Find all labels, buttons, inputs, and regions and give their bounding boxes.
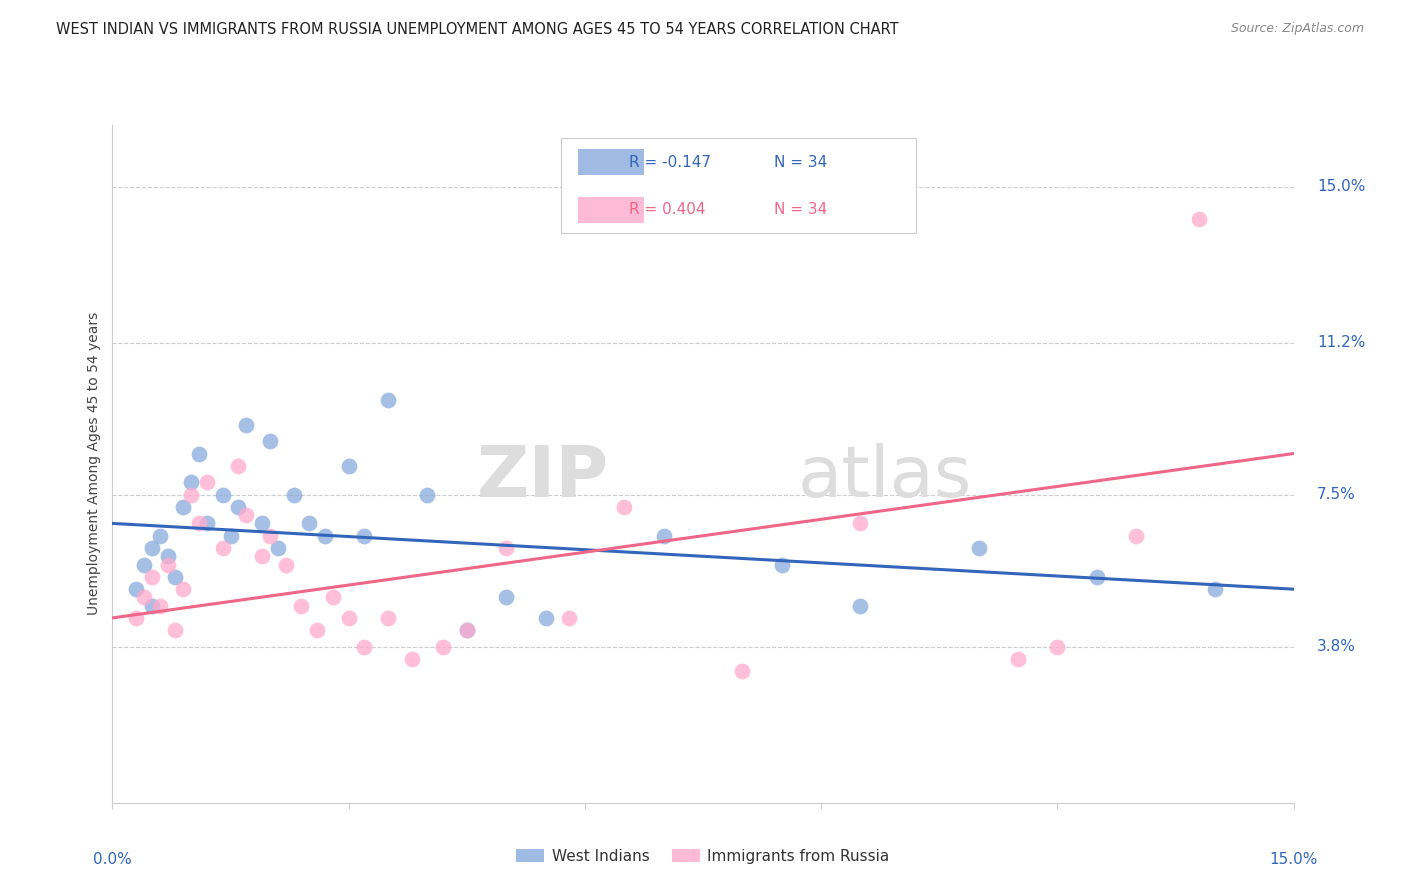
Text: N = 34: N = 34 xyxy=(773,202,827,217)
Point xyxy=(228,458,250,473)
Legend: West Indians, Immigrants from Russia: West Indians, Immigrants from Russia xyxy=(510,842,896,870)
Point xyxy=(125,582,148,596)
Point xyxy=(298,516,321,531)
Text: Source: ZipAtlas.com: Source: ZipAtlas.com xyxy=(1230,22,1364,36)
Point xyxy=(188,516,211,531)
Point xyxy=(235,508,257,523)
Point xyxy=(125,611,148,625)
Point xyxy=(849,516,872,531)
Point xyxy=(195,516,218,531)
Point xyxy=(188,446,211,460)
Point xyxy=(156,558,179,572)
Point xyxy=(456,624,478,638)
Text: 15.0%: 15.0% xyxy=(1317,179,1365,194)
Text: ZIP: ZIP xyxy=(477,443,609,512)
Text: R = 0.404: R = 0.404 xyxy=(628,202,706,217)
Point xyxy=(495,591,517,605)
Point xyxy=(314,529,336,543)
Point xyxy=(1204,582,1226,596)
Point xyxy=(172,500,194,514)
Point xyxy=(401,652,423,666)
Point xyxy=(558,611,581,625)
Point xyxy=(132,558,155,572)
Point xyxy=(267,541,290,555)
Point xyxy=(495,541,517,555)
Point xyxy=(149,599,172,613)
Point xyxy=(132,591,155,605)
Text: 7.5%: 7.5% xyxy=(1317,487,1355,502)
Point xyxy=(235,417,257,432)
Point xyxy=(337,458,360,473)
Point xyxy=(1188,212,1211,227)
Point xyxy=(770,558,793,572)
Text: 3.8%: 3.8% xyxy=(1317,640,1355,654)
Point xyxy=(322,591,344,605)
Point xyxy=(165,570,187,584)
Text: WEST INDIAN VS IMMIGRANTS FROM RUSSIA UNEMPLOYMENT AMONG AGES 45 TO 54 YEARS COR: WEST INDIAN VS IMMIGRANTS FROM RUSSIA UN… xyxy=(56,22,898,37)
Point xyxy=(180,475,202,490)
Point xyxy=(195,475,218,490)
Point xyxy=(165,624,187,638)
Point xyxy=(613,500,636,514)
Point xyxy=(172,582,194,596)
Point xyxy=(219,529,242,543)
Point xyxy=(211,541,233,555)
Point xyxy=(337,611,360,625)
Point xyxy=(180,488,202,502)
Point xyxy=(149,529,172,543)
Point xyxy=(274,558,297,572)
Point xyxy=(849,599,872,613)
Point xyxy=(290,599,312,613)
Point xyxy=(141,541,163,555)
Point xyxy=(353,529,375,543)
Point xyxy=(141,599,163,613)
Point xyxy=(1007,652,1029,666)
Text: N = 34: N = 34 xyxy=(773,154,827,169)
Point xyxy=(250,516,273,531)
Point xyxy=(456,624,478,638)
Point xyxy=(967,541,990,555)
Point xyxy=(731,665,754,679)
Point xyxy=(432,640,454,654)
Point xyxy=(1085,570,1108,584)
Point xyxy=(141,570,163,584)
Point xyxy=(228,500,250,514)
Point xyxy=(377,393,399,408)
Point xyxy=(307,624,329,638)
Text: atlas: atlas xyxy=(797,443,972,512)
Point xyxy=(211,488,233,502)
Point xyxy=(250,549,273,564)
Point xyxy=(259,529,281,543)
Point xyxy=(353,640,375,654)
Point xyxy=(1046,640,1069,654)
Text: 15.0%: 15.0% xyxy=(1270,852,1317,867)
Point xyxy=(156,549,179,564)
Point xyxy=(652,529,675,543)
Point xyxy=(259,434,281,449)
Text: R = -0.147: R = -0.147 xyxy=(628,154,711,169)
Text: 11.2%: 11.2% xyxy=(1317,335,1365,351)
Point xyxy=(416,488,439,502)
Point xyxy=(534,611,557,625)
Point xyxy=(283,488,305,502)
Y-axis label: Unemployment Among Ages 45 to 54 years: Unemployment Among Ages 45 to 54 years xyxy=(87,312,101,615)
Point xyxy=(1125,529,1147,543)
Text: 0.0%: 0.0% xyxy=(93,852,132,867)
Point xyxy=(377,611,399,625)
